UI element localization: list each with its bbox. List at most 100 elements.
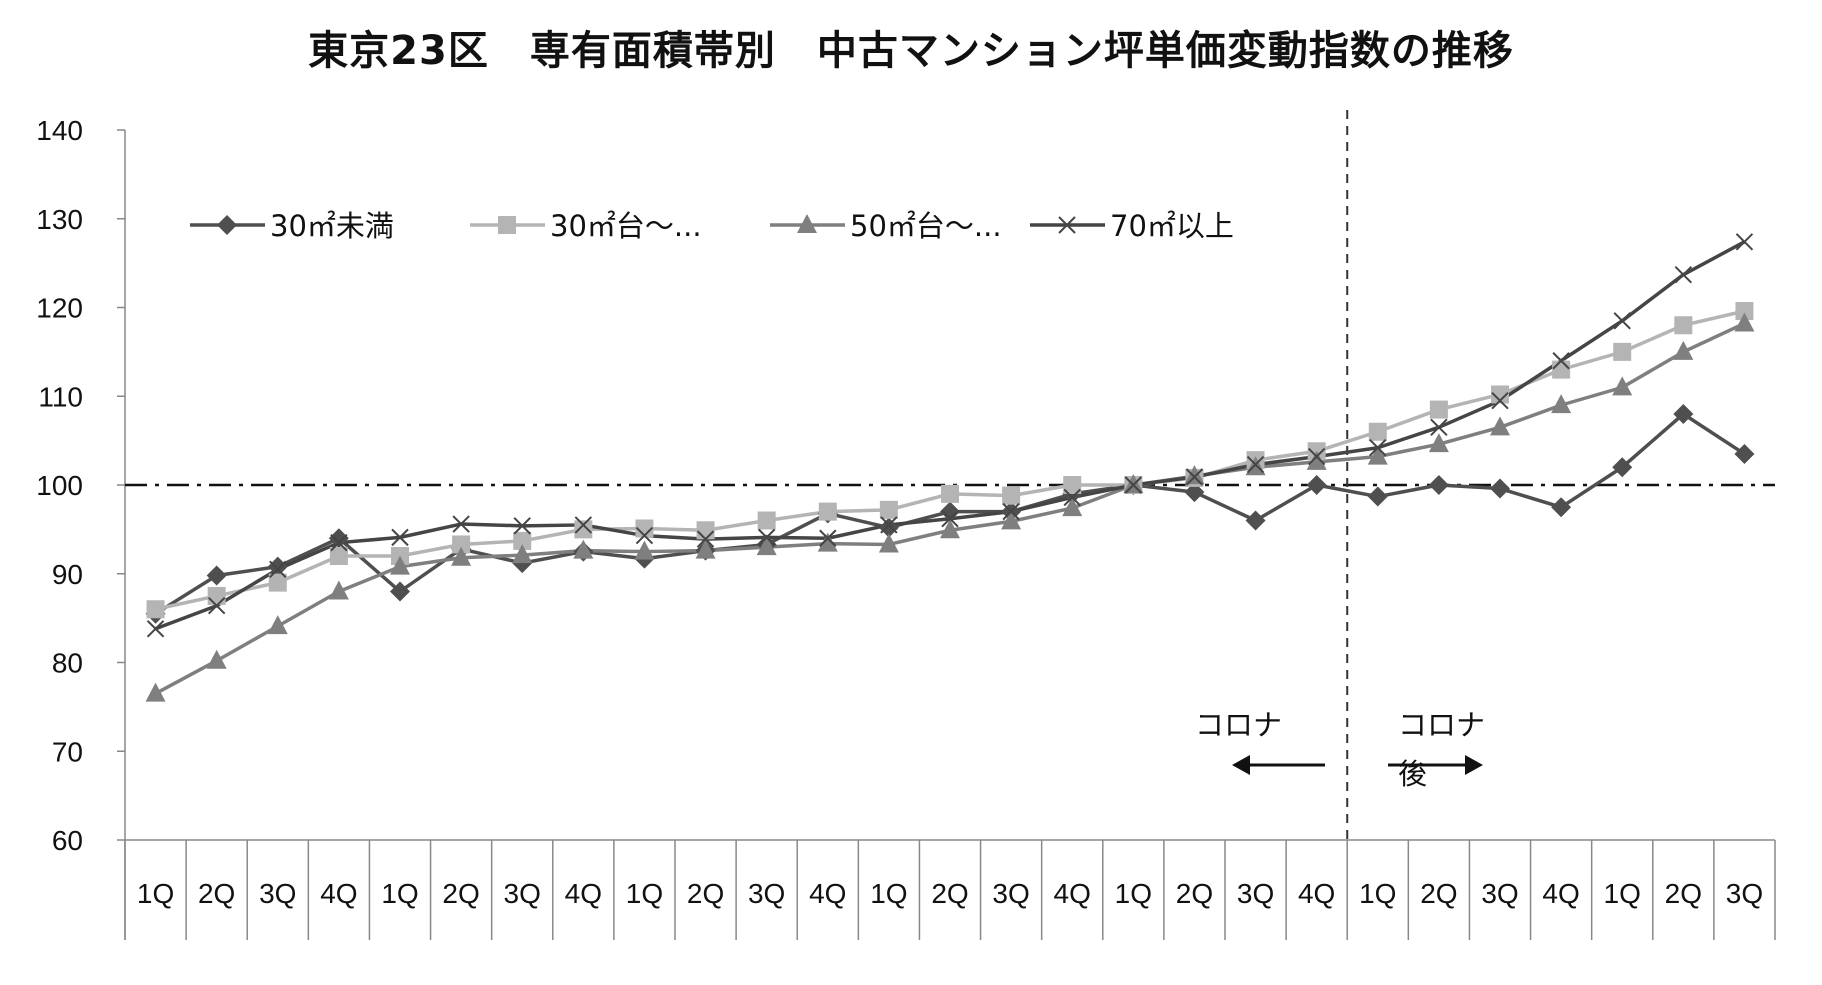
series-markers-4	[146, 233, 1754, 638]
y-tick-label: 130	[36, 204, 83, 235]
x-marker-stroke	[574, 516, 593, 534]
legend-label: 30㎡台～...	[550, 209, 702, 243]
x-tick-label: 2Q	[931, 878, 968, 909]
chart-title: 東京23区 専有面積帯別 中古マンション坪単価変動指数の推移	[308, 28, 1514, 74]
x-marker-stroke	[1058, 216, 1076, 234]
x-marker-stroke	[941, 510, 959, 528]
diamond-marker	[1490, 478, 1510, 499]
annotation-label-before: コロナ	[1195, 708, 1282, 742]
diamond-marker	[267, 556, 288, 577]
x-marker-stroke	[1491, 391, 1509, 410]
square-marker	[574, 520, 593, 539]
x-tick-label: 2Q	[1665, 878, 1702, 909]
x-tick-label: 4Q	[565, 878, 602, 909]
x-marker-stroke	[1369, 439, 1387, 457]
square-marker	[498, 216, 516, 234]
legend-item: 30㎡未満	[190, 209, 394, 243]
x-tick-label: 1Q	[381, 878, 418, 909]
x-marker-stroke	[1552, 352, 1570, 370]
x-tick-label: 4Q	[320, 878, 357, 909]
x-marker-stroke	[1307, 447, 1326, 466]
x-tick-label: 2Q	[442, 878, 479, 909]
square-marker	[207, 586, 226, 605]
diamond-marker	[328, 528, 349, 549]
square-marker	[879, 500, 898, 519]
series-group	[154, 240, 1746, 696]
triangle-marker	[1367, 445, 1388, 465]
x-tick-label: 3Q	[748, 878, 785, 909]
x-marker-stroke	[513, 517, 531, 535]
markers-group	[145, 233, 1755, 702]
diamond-marker	[217, 215, 237, 235]
x-marker-stroke	[819, 529, 837, 547]
square-marker	[1429, 400, 1448, 419]
diamond-marker	[1184, 482, 1205, 503]
x-tick-label: 1Q	[137, 878, 174, 909]
triangle-marker	[817, 532, 838, 552]
x-tick-label: 1Q	[870, 878, 907, 909]
legend-label: 50㎡台～...	[850, 209, 1002, 243]
triangle-marker	[1184, 465, 1205, 485]
arrow-right-head	[1465, 755, 1483, 775]
x-marker-stroke	[1124, 476, 1143, 494]
x-marker-stroke	[1674, 265, 1693, 284]
diamond-marker	[206, 565, 227, 586]
x-marker-stroke	[207, 596, 226, 615]
series-markers-3	[145, 312, 1755, 702]
annotation-label-after-line2: 後	[1398, 757, 1427, 791]
square-marker	[1674, 316, 1693, 335]
x-tick-label: 3Q	[1726, 878, 1763, 909]
legend-label: 30㎡未満	[270, 209, 394, 243]
y-tick-label: 80	[52, 648, 83, 679]
triangle-marker	[206, 649, 227, 669]
x-tick-label: 4Q	[1542, 878, 1579, 909]
triangle-marker	[1734, 312, 1755, 332]
y-tick-label: 100	[36, 470, 83, 501]
arrow-left-head	[1232, 755, 1250, 775]
x-tick-label: 4Q	[1054, 878, 1091, 909]
x-marker-stroke	[391, 528, 409, 547]
triangle-marker	[512, 544, 533, 564]
square-marker	[757, 511, 776, 530]
square-marker	[818, 502, 837, 521]
triangle-marker	[328, 580, 349, 600]
triangle-marker	[634, 540, 655, 560]
square-marker	[513, 531, 532, 550]
diamond-marker	[1612, 457, 1633, 478]
legend-item: 50㎡台～...	[770, 209, 1002, 243]
legend-item: 30㎡台～...	[470, 209, 702, 243]
annotation-label-after-line1: コロナ	[1398, 708, 1485, 742]
x-tick-label: 2Q	[1176, 878, 1213, 909]
x-marker-stroke	[452, 515, 470, 533]
x-marker-stroke	[1246, 455, 1265, 474]
square-marker	[329, 547, 348, 565]
diamond-marker	[1673, 404, 1694, 424]
axes-group: 60 70 80 90 100 110 120 130 140 1Q 2Q 3Q 4Q 1Q 2Q 3Q 4Q 1…	[36, 110, 1776, 940]
square-marker	[146, 600, 165, 619]
x-tick-label: 2Q	[198, 878, 235, 909]
square-marker	[1491, 385, 1509, 404]
x-marker-stroke	[1735, 233, 1754, 251]
x-tick-label: 3Q	[992, 878, 1029, 909]
square-marker	[696, 521, 715, 540]
diamond-marker	[1551, 497, 1572, 518]
triangle-marker	[573, 539, 594, 559]
square-marker	[1613, 342, 1632, 361]
triangle-marker	[1123, 474, 1144, 493]
triangle-marker	[1062, 497, 1083, 517]
x-tick-label: 2Q	[687, 878, 724, 909]
diamond-marker	[1428, 475, 1449, 495]
x-marker-stroke	[696, 530, 715, 548]
diamond-marker	[878, 517, 899, 538]
legend-label: 70㎡以上	[1110, 209, 1234, 243]
triangle-marker	[756, 536, 777, 556]
triangle-marker	[1490, 416, 1510, 436]
diamond-marker	[940, 501, 960, 522]
x-marker-stroke	[880, 516, 898, 534]
triangle-marker	[1001, 510, 1022, 530]
x-tick-label: 3Q	[504, 878, 541, 909]
x-marker-stroke	[1185, 468, 1204, 486]
x-marker-stroke	[1613, 312, 1631, 330]
